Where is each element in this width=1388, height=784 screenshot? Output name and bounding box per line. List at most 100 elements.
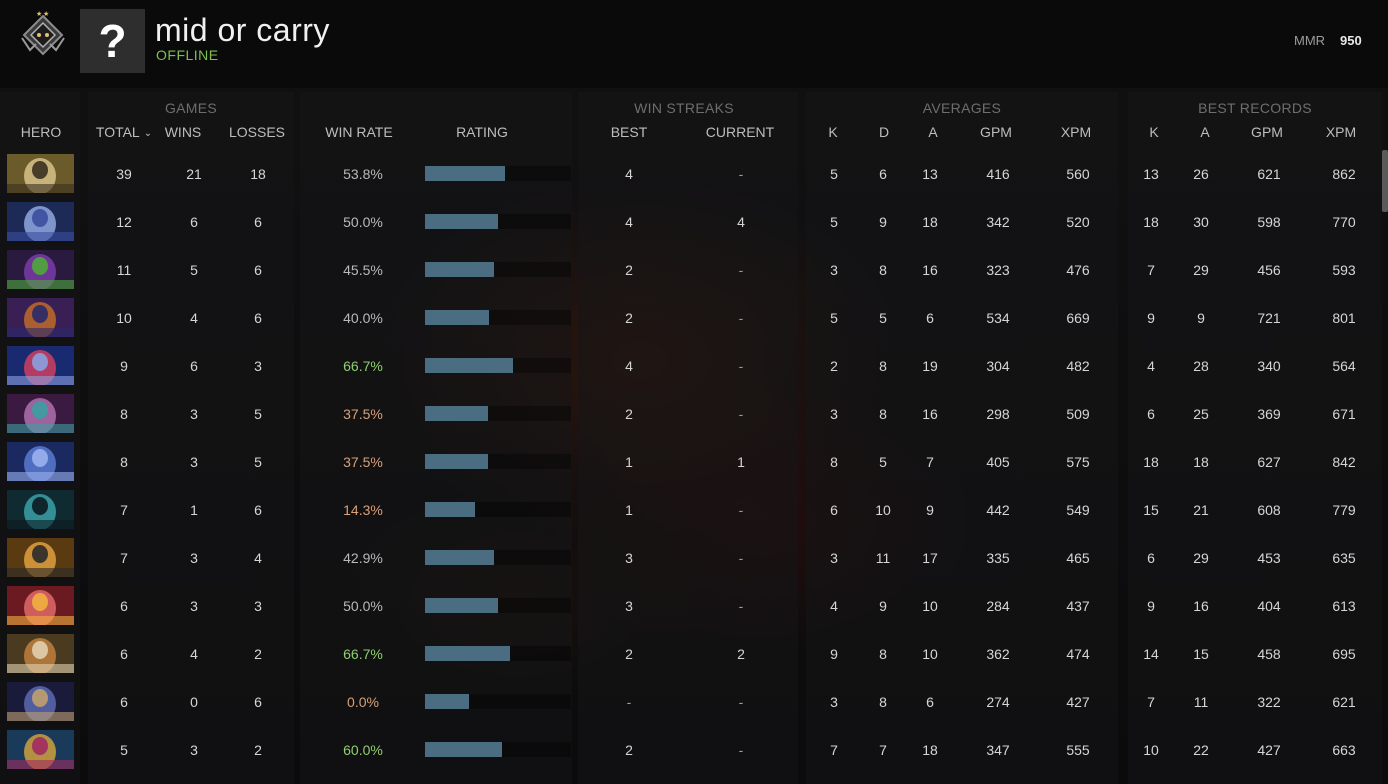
cell-avg-deaths: 6 <box>879 166 887 182</box>
cell-losses: 6 <box>254 502 262 518</box>
table-row[interactable]: 6 3 3 50.0% 3 - 4 9 10 284 437 9 16 404 613 <box>0 582 1380 630</box>
cell-losses: 6 <box>254 694 262 710</box>
column-header-total[interactable]: TOTAL ⌄ <box>96 124 152 140</box>
column-header-hero[interactable]: HERO <box>20 124 62 140</box>
group-label-averages: AVERAGES <box>922 100 1002 116</box>
cell-avg-xpm: 520 <box>1066 214 1090 230</box>
hero-portrait-9[interactable] <box>7 538 74 577</box>
cell-wins: 4 <box>190 310 198 326</box>
column-header-rating[interactable]: RATING <box>456 124 508 140</box>
player-name: mid or carry <box>155 12 330 48</box>
hero-portrait-5[interactable] <box>7 346 74 385</box>
cell-wins: 3 <box>190 550 198 566</box>
table-row[interactable]: 11 5 6 45.5% 2 - 3 8 16 323 476 7 29 456 593 <box>0 246 1380 294</box>
column-header-best-gpm[interactable]: GPM <box>1251 124 1283 140</box>
cell-avg-kills: 7 <box>830 742 838 758</box>
averages-panel <box>806 92 1118 784</box>
cell-current-streak: - <box>738 502 744 518</box>
cell-avg-kills: 4 <box>830 598 838 614</box>
cell-avg-xpm: 509 <box>1066 406 1090 422</box>
rating-panel <box>300 92 572 784</box>
cell-avg-assists: 17 <box>922 550 938 566</box>
column-header-win-rate[interactable]: WIN RATE <box>325 124 393 140</box>
hero-portrait-8[interactable] <box>7 490 74 529</box>
column-header-avg-assists[interactable]: A <box>928 124 938 140</box>
cell-wins: 21 <box>186 166 202 182</box>
column-header-avg-gpm[interactable]: GPM <box>980 124 1012 140</box>
cell-best-assists: 29 <box>1193 262 1209 278</box>
table-row[interactable]: 6 4 2 66.7% 2 2 9 8 10 362 474 14 15 458 695 <box>0 630 1380 678</box>
rating-bar-fill <box>425 262 494 277</box>
table-row[interactable]: 5 3 2 60.0% 2 - 7 7 18 347 555 10 22 427 663 <box>0 726 1380 774</box>
table-row[interactable]: 7 3 4 42.9% 3 - 3 11 17 335 465 6 29 453 635 <box>0 534 1380 582</box>
cell-avg-deaths: 5 <box>879 454 887 470</box>
cell-win-rate: 0.0% <box>347 694 379 710</box>
table-row[interactable]: 8 3 5 37.5% 2 - 3 8 16 298 509 6 25 369 671 <box>0 390 1380 438</box>
column-header-losses[interactable]: LOSSES <box>228 124 286 140</box>
cell-current-streak: - <box>738 262 744 278</box>
hero-portrait-10[interactable] <box>7 586 74 625</box>
table-row[interactable]: 7 1 6 14.3% 1 - 6 10 9 442 549 15 21 608 779 <box>0 486 1380 534</box>
cell-best-gpm: 627 <box>1257 454 1281 470</box>
column-header-best-assists[interactable]: A <box>1200 124 1210 140</box>
cell-win-rate: 42.9% <box>343 550 383 566</box>
cell-wins: 3 <box>190 454 198 470</box>
table-row[interactable]: 6 0 6 0.0% - - 3 8 6 274 427 7 11 322 621 <box>0 678 1380 726</box>
cell-avg-xpm: 465 <box>1066 550 1090 566</box>
cell-losses: 6 <box>254 214 262 230</box>
table-row[interactable]: 39 21 18 53.8% 4 - 5 6 13 416 560 13 26 621 862 <box>0 150 1380 198</box>
cell-win-rate: 37.5% <box>343 454 383 470</box>
table-row[interactable]: 9 6 3 66.7% 4-2 8 19 304 482 4 28 340 564 <box>0 342 1380 390</box>
svg-text:★: ★ <box>36 10 42 18</box>
cell-win-rate: 66.7% <box>343 358 383 374</box>
cell-avg-deaths: 9 <box>879 214 887 230</box>
hero-portrait-3[interactable] <box>7 250 74 289</box>
column-header-best-xpm[interactable]: XPM <box>1325 124 1357 140</box>
cell-avg-kills: 3 <box>830 406 838 422</box>
column-header-wins[interactable]: WINS <box>164 124 202 140</box>
cell-avg-deaths: 8 <box>879 646 887 662</box>
cell-avg-deaths: 7 <box>879 742 887 758</box>
cell-wins: 3 <box>190 406 198 422</box>
scrollbar-thumb[interactable] <box>1382 150 1388 212</box>
rating-bar-fill <box>425 502 475 517</box>
hero-portrait-7[interactable] <box>7 442 74 481</box>
hero-portrait-1[interactable] <box>7 154 74 193</box>
cell-current-streak: 4 <box>737 214 745 230</box>
cell-avg-kills: 3 <box>830 694 838 710</box>
cell-win-rate: 66.7% <box>343 646 383 662</box>
cell-best-streak: 1 <box>625 502 633 518</box>
cell-best-kills: 18 <box>1143 214 1159 230</box>
cell-total: 39 <box>116 166 132 182</box>
column-header-current-streak[interactable]: CURRENT <box>705 124 775 140</box>
cell-avg-gpm: 405 <box>986 454 1010 470</box>
cell-best-assists: 30 <box>1193 214 1209 230</box>
column-header-best-kills[interactable]: K <box>1149 124 1159 140</box>
cell-total: 10 <box>116 310 132 326</box>
cell-best-streak: 3 <box>625 598 633 614</box>
player-avatar[interactable]: ? <box>80 9 145 73</box>
hero-portrait-6[interactable] <box>7 394 74 433</box>
hero-portrait-11[interactable] <box>7 634 74 673</box>
rating-bar-fill <box>425 166 505 181</box>
cell-best-xpm: 801 <box>1332 310 1356 326</box>
cell-avg-gpm: 284 <box>986 598 1010 614</box>
table-row[interactable]: 12 6 6 50.0% 4 4 5 9 18 342 520 18 30 598 770 <box>0 198 1380 246</box>
column-header-avg-deaths[interactable]: D <box>878 124 890 140</box>
hero-portrait-13[interactable] <box>7 730 74 769</box>
column-header-best-streak[interactable]: BEST <box>610 124 648 140</box>
cell-best-assists: 29 <box>1193 550 1209 566</box>
hero-portrait-2[interactable] <box>7 202 74 241</box>
table-row[interactable]: 10 4 6 40.0% 2 - 5 5 6 534 669 9 9 721 801 <box>0 294 1380 342</box>
table-row[interactable]: 8 3 5 37.5% 1 1 8 5 7 405 575 18 18 627 842 <box>0 438 1380 486</box>
cell-total: 7 <box>120 502 128 518</box>
column-header-avg-xpm[interactable]: XPM <box>1060 124 1092 140</box>
cell-current-streak: 2 <box>737 646 745 662</box>
column-header-avg-kills[interactable]: K <box>828 124 838 140</box>
cell-losses: 3 <box>254 358 262 374</box>
cell-losses: 2 <box>254 742 262 758</box>
cell-avg-kills: 9 <box>830 646 838 662</box>
cell-best-xpm: 862 <box>1332 166 1356 182</box>
hero-portrait-12[interactable] <box>7 682 74 721</box>
hero-portrait-4[interactable] <box>7 298 74 337</box>
